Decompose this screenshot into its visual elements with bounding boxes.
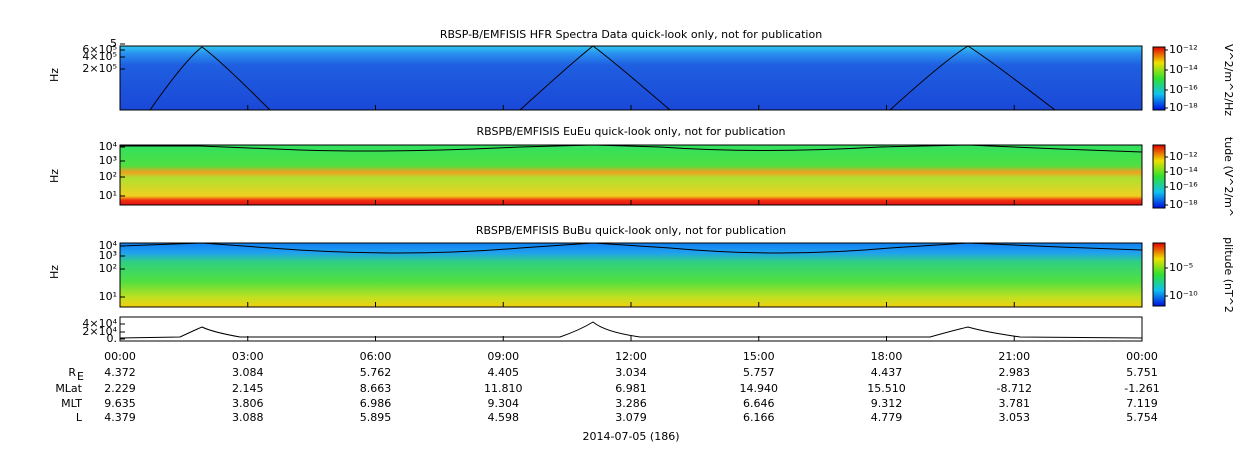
- ephemeris-value: 15.510: [867, 382, 906, 395]
- ephemeris-value: 5.895: [360, 411, 392, 424]
- ephemeris-value: 9.304: [488, 397, 520, 410]
- x-tick-label: 00:00: [104, 350, 136, 363]
- ephemeris-value: -1.261: [1124, 382, 1159, 395]
- data-line: [119, 321, 1143, 339]
- ephemeris-value: 5.751: [1126, 366, 1158, 379]
- colorbar: [1152, 144, 1166, 209]
- ephemeris-value: 5.754: [1126, 411, 1158, 424]
- ephemeris-value: 4.598: [488, 411, 520, 424]
- ephemeris-value: 8.663: [360, 382, 392, 395]
- eueu-spectrogram: [120, 145, 1142, 205]
- ephemeris-value: 6.981: [615, 382, 647, 395]
- colorbar-label: V^2/m^2/Hz: [1222, 44, 1235, 116]
- colorbar-tick-label: 10⁻¹⁸: [1169, 101, 1198, 114]
- ephemeris-value: 3.088: [232, 411, 264, 424]
- y-tick-label: 10²: [99, 262, 117, 275]
- ephemeris-label: MLT: [61, 397, 82, 410]
- ephemeris-value: 4.372: [104, 366, 136, 379]
- ephemeris-value: 9.312: [871, 397, 903, 410]
- panel-title: RBSPB/EMFISIS EuEu quick-look only, not …: [476, 125, 785, 138]
- ephemeris-value: 11.810: [484, 382, 523, 395]
- ephemeris-value: 5.757: [743, 366, 775, 379]
- y-tick-label: 10²: [99, 170, 117, 183]
- colorbar-label: tude (V^2/m^: [1222, 137, 1235, 217]
- ephemeris-value: 5.762: [360, 366, 392, 379]
- ephemeris-value: 6.986: [360, 397, 392, 410]
- y-tick-label: 10⁴: [99, 140, 118, 153]
- ephemeris-value: 9.635: [104, 397, 136, 410]
- y-tick-label: 5: [110, 37, 117, 50]
- ephemeris-value: 2.229: [104, 382, 136, 395]
- ephemeris-value: 3.053: [999, 411, 1031, 424]
- ephemeris-value: 6.166: [743, 411, 775, 424]
- y-tick-label: 10¹: [99, 290, 117, 303]
- colorbar-tick-label: 10⁻¹⁶: [1169, 180, 1198, 193]
- colorbar: [1152, 46, 1166, 111]
- y-label: Hz: [48, 265, 61, 279]
- y-label: Hz: [48, 68, 61, 82]
- ephemeris-value: -8.712: [997, 382, 1032, 395]
- ephemeris-value: 4.379: [104, 411, 136, 424]
- ephemeris-label: MLat: [55, 382, 82, 395]
- x-tick-label: 09:00: [487, 350, 519, 363]
- colorbars: [1152, 46, 1166, 307]
- ephemeris-value: 7.119: [1126, 397, 1158, 410]
- x-tick-label: 15:00: [743, 350, 775, 363]
- x-tick-label: 00:00: [1126, 350, 1158, 363]
- cyclotron-curve: [120, 144, 1143, 153]
- x-tick-label: 18:00: [871, 350, 903, 363]
- colorbar-tick-label: 10⁻¹⁶: [1169, 83, 1198, 96]
- bubu-spectrogram: [120, 243, 1142, 307]
- colorbar: [1152, 242, 1166, 307]
- y-tick-label: 4×10⁴: [82, 317, 117, 330]
- y-tick-label: 2×10⁵: [82, 62, 117, 75]
- x-tick-label: 06:00: [360, 350, 392, 363]
- y-tick-label: 2×10⁴: [82, 325, 117, 338]
- ephemeris-value: 6.646: [743, 397, 775, 410]
- date-label: 2014-07-05 (186): [582, 430, 679, 443]
- x-tick-label: 12:00: [615, 350, 647, 363]
- ephemeris-value: 3.806: [232, 397, 264, 410]
- ephemeris-value: 14.940: [740, 382, 779, 395]
- ephemeris-value: 4.779: [871, 411, 903, 424]
- y-tick-label: 10³: [99, 249, 117, 262]
- y-tick-label: 0.: [107, 332, 118, 345]
- ephemeris-value: 2.983: [999, 366, 1031, 379]
- ephemeris-label-sub: E: [77, 370, 84, 383]
- hfr-spectrogram: [120, 46, 1142, 110]
- ephemeris-label: R: [68, 366, 76, 379]
- colorbar-label: plitude (nT^2: [1222, 237, 1235, 313]
- colorbar-tick-label: 10⁻¹⁴: [1169, 63, 1198, 76]
- y-tick-label: 10³: [99, 154, 117, 167]
- x-tick-label: 03:00: [232, 350, 264, 363]
- y-tick-label: 10¹: [99, 189, 117, 202]
- y-tick-label: 10⁴: [99, 239, 118, 252]
- panel-title: RBSPB/EMFISIS BuBu quick-look only, not …: [476, 224, 786, 237]
- spectrograms: [119, 45, 1143, 342]
- y-label: Hz: [48, 169, 61, 183]
- colorbar-tick-label: 10⁻¹⁴: [1169, 165, 1198, 178]
- ephemeris-value: 3.781: [999, 397, 1031, 410]
- colorbar-tick-label: 10⁻¹²: [1169, 43, 1198, 56]
- ephemeris-label: L: [76, 411, 83, 424]
- colorbar-tick-label: 10⁻⁵: [1169, 261, 1193, 274]
- ephemeris-value: 3.286: [615, 397, 647, 410]
- y-tick-label: 6×10⁵: [82, 43, 117, 56]
- ephemeris-value: 3.034: [615, 366, 647, 379]
- x-tick-label: 21:00: [998, 350, 1030, 363]
- colorbar-tick-label: 10⁻¹⁰: [1169, 289, 1198, 302]
- ephemeris-value: 3.079: [615, 411, 647, 424]
- colorbar-tick-label: 10⁻¹⁸: [1169, 198, 1198, 211]
- y-tick-label: 4×10⁵: [82, 50, 117, 63]
- ephemeris-value: 2.145: [232, 382, 264, 395]
- ephemeris-value: 4.405: [488, 366, 520, 379]
- panel-title: RBSP-B/EMFISIS HFR Spectra Data quick-lo…: [440, 28, 822, 41]
- colorbar-tick-label: 10⁻¹²: [1169, 150, 1198, 163]
- ephemeris-value: 4.437: [871, 366, 903, 379]
- ephemeris-value: 3.084: [232, 366, 264, 379]
